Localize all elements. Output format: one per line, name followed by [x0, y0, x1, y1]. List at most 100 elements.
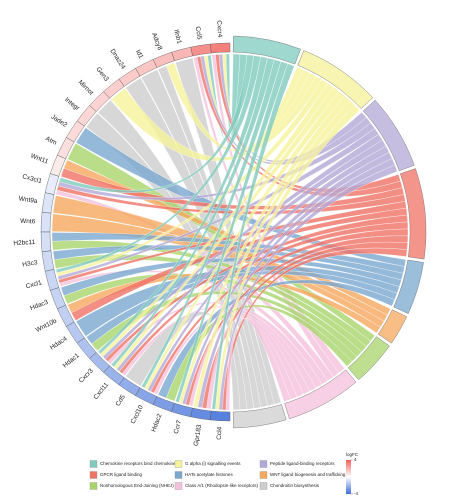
- legend-swatch: [174, 460, 183, 468]
- gene-box: [210, 410, 231, 422]
- color-bar-tick-label: 4: [354, 457, 357, 462]
- gene-box: [41, 192, 55, 214]
- chord: [211, 63, 295, 410]
- chord: [218, 164, 398, 410]
- legend-swatch: [259, 471, 268, 479]
- gene-label: Hdac1: [62, 352, 81, 370]
- chord: [215, 104, 360, 410]
- gene-box: [49, 287, 66, 310]
- chord: [55, 55, 261, 274]
- legend-swatch: [89, 471, 98, 479]
- chord: [113, 86, 340, 370]
- color-bar-title: logFC: [346, 452, 359, 457]
- gene-label: Ifnb1: [172, 29, 183, 45]
- gene-label: Cxcr3: [78, 367, 95, 384]
- pathway-box: [297, 50, 374, 109]
- pathway-box: [284, 369, 357, 420]
- gene-label: Hdac3: [29, 299, 49, 312]
- pathway-box: [377, 309, 408, 344]
- gene-box: [89, 91, 110, 112]
- legend-swatch: [89, 482, 98, 490]
- chord: [111, 57, 275, 368]
- chord: [193, 100, 355, 408]
- chord: [207, 54, 248, 144]
- chord: [182, 152, 393, 405]
- gene-label: Cx3cl1: [21, 173, 42, 185]
- gene-label: Wnt6: [20, 218, 36, 226]
- chord: [201, 242, 408, 409]
- gene-box: [118, 377, 141, 396]
- gene-box: [190, 407, 212, 421]
- gene-box: [41, 250, 55, 272]
- chord: [54, 254, 367, 352]
- gene-label: Ccl4: [216, 426, 224, 440]
- gene-label: Dnaz24: [108, 48, 126, 71]
- gene-box: [171, 46, 193, 62]
- gene-box: [152, 51, 175, 68]
- gene-label: Cd5: [115, 393, 128, 407]
- gene-box: [103, 78, 125, 99]
- chord: [111, 75, 323, 162]
- legend-swatch: [174, 482, 183, 490]
- chord: [197, 158, 396, 408]
- gene-box: [190, 43, 212, 57]
- legend-label: WNT ligand biogenesis and trafficking: [270, 472, 346, 477]
- legend-swatch: [89, 460, 98, 468]
- gene-box: [103, 365, 125, 386]
- gene-box: [135, 387, 158, 405]
- gene-label: Integr: [63, 96, 81, 112]
- chord: [125, 77, 261, 409]
- chord: [193, 56, 340, 378]
- gene-box: [40, 212, 52, 233]
- legend-label: Class A/1 (Rhodopsin-like receptors): [185, 483, 259, 488]
- chord: [59, 54, 255, 193]
- gene-label: Jade2: [50, 113, 69, 129]
- gene-label: Gpr183: [193, 424, 203, 447]
- gene-label: Hdac2: [150, 413, 163, 433]
- legend-label: Nonhomologous End-Joining (NHEJ): [100, 483, 174, 488]
- legend-swatch: [259, 482, 268, 490]
- gene-box: [171, 402, 193, 418]
- gene-label: Ccl5: [194, 26, 203, 40]
- pathway-box: [232, 404, 287, 429]
- gene-box: [66, 120, 85, 143]
- gene-label: H2bc11: [13, 239, 36, 247]
- gene-label: Ccr7: [173, 419, 183, 434]
- gene-box: [210, 42, 231, 54]
- legend-label: Chemokine receptors bind chemokines: [100, 461, 179, 466]
- gene-label: Adcy8: [150, 32, 163, 52]
- gene-box: [152, 396, 175, 413]
- chord: [56, 79, 328, 277]
- gene-box: [57, 137, 75, 160]
- gene-label: Cxcl10: [130, 404, 145, 425]
- chord: [102, 134, 383, 360]
- color-bar: [346, 460, 351, 494]
- gene-box: [44, 173, 60, 195]
- chord: [75, 127, 407, 267]
- gene-label: Wnt9a: [18, 195, 38, 205]
- chord: [56, 185, 406, 215]
- gene-label: Cxcl11: [93, 381, 111, 401]
- gene-box: [66, 321, 85, 344]
- pathway-box: [362, 99, 415, 172]
- gene-box: [40, 231, 52, 252]
- legend-label: GPCR ligand binding: [100, 472, 143, 477]
- chord: [211, 54, 345, 373]
- pathway-box: [393, 259, 424, 314]
- chords: [51, 53, 409, 411]
- gene-box: [44, 269, 60, 291]
- gene-box: [49, 154, 66, 177]
- pathway-box: [232, 35, 301, 65]
- legend-swatch: [259, 460, 268, 468]
- chord: [97, 56, 268, 355]
- chord: [100, 83, 334, 357]
- chord: [58, 201, 407, 284]
- gene-label: Wnt11: [30, 152, 50, 165]
- gene-box: [135, 59, 158, 77]
- chord: [60, 168, 405, 210]
- chord: [185, 235, 409, 406]
- chord: [86, 113, 248, 410]
- chord: [86, 270, 398, 345]
- pathway-box: [347, 336, 390, 381]
